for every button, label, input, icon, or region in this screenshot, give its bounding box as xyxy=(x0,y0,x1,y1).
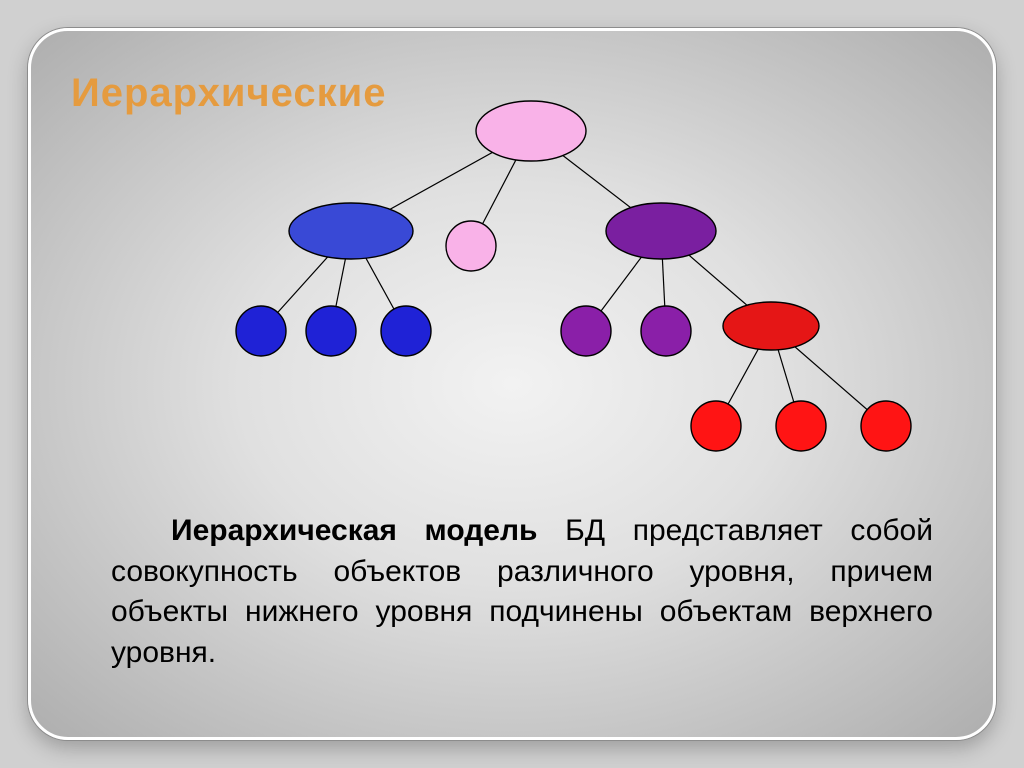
tree-node xyxy=(446,221,496,271)
slide-frame: Иерархические Иерархическая модель БД пр… xyxy=(28,28,996,740)
description-bold: Иерархическая модель xyxy=(171,514,538,547)
tree-node xyxy=(306,306,356,356)
tree-node xyxy=(691,401,741,451)
tree-node xyxy=(289,203,413,259)
tree-node xyxy=(723,302,819,350)
tree-node xyxy=(606,203,716,259)
tree-node xyxy=(476,101,586,161)
tree-node xyxy=(776,401,826,451)
tree-node xyxy=(561,306,611,356)
tree-node xyxy=(236,306,286,356)
tree-node xyxy=(861,401,911,451)
hierarchy-tree xyxy=(31,31,996,471)
description-text: Иерархическая модель БД представляет соб… xyxy=(111,511,933,673)
tree-node xyxy=(641,306,691,356)
tree-node xyxy=(381,306,431,356)
